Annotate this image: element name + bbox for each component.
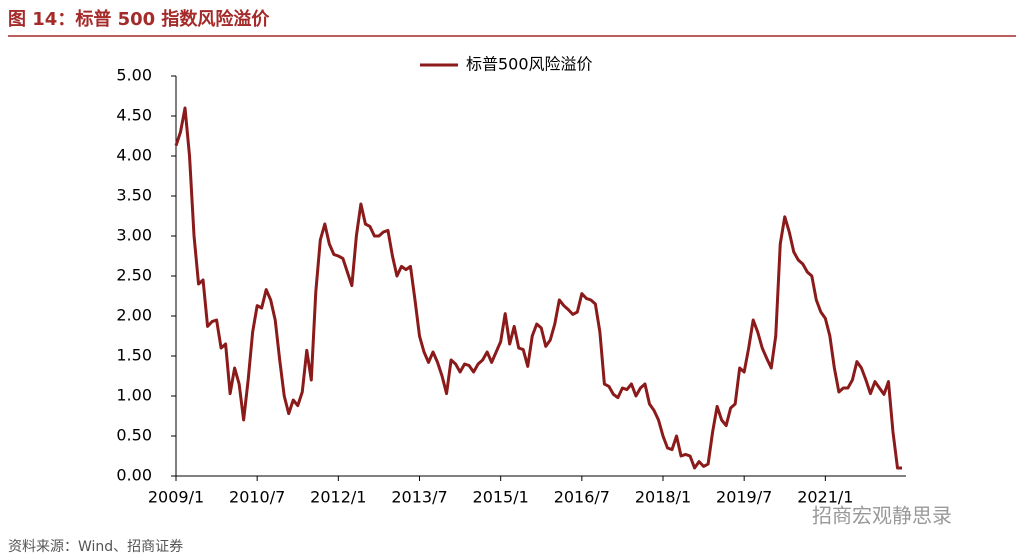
x-tick-label: 2009/1 <box>148 488 204 507</box>
x-tick-label: 2016/7 <box>554 488 610 507</box>
x-tick-label: 2012/1 <box>310 488 366 507</box>
x-tick-label: 2021/1 <box>797 488 853 507</box>
y-tick-label: 3.00 <box>116 226 152 245</box>
y-tick-label: 1.00 <box>116 386 152 405</box>
source-note: 资料来源：Wind、招商证券 <box>8 539 183 555</box>
y-tick-label: 4.00 <box>116 146 152 165</box>
x-tick-label: 2018/1 <box>635 488 691 507</box>
y-tick-label: 1.50 <box>116 346 152 365</box>
legend-label: 标普500风险溢价 <box>466 55 593 74</box>
series-line <box>174 106 902 470</box>
y-tick-label: 0.00 <box>116 466 152 485</box>
x-tick-label: 2013/7 <box>391 488 447 507</box>
x-tick-label: 2010/7 <box>229 488 285 507</box>
x-tick-label: 2019/7 <box>716 488 772 507</box>
chart-title: 图 14：标普 500 指数风险溢价 <box>8 8 270 30</box>
y-tick-label: 5.00 <box>116 66 152 85</box>
y-tick-label: 3.50 <box>116 186 152 205</box>
x-tick-label: 2015/1 <box>473 488 529 507</box>
watermark: 招商宏观静思录 <box>812 504 952 528</box>
y-tick-label: 2.50 <box>116 266 152 285</box>
y-tick-label: 4.50 <box>116 106 152 125</box>
y-tick-label: 0.50 <box>116 426 152 445</box>
y-tick-label: 2.00 <box>116 306 152 325</box>
